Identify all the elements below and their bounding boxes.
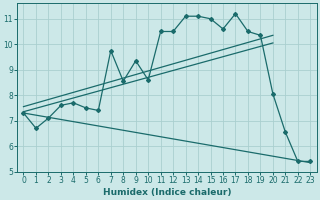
- X-axis label: Humidex (Indice chaleur): Humidex (Indice chaleur): [103, 188, 231, 197]
